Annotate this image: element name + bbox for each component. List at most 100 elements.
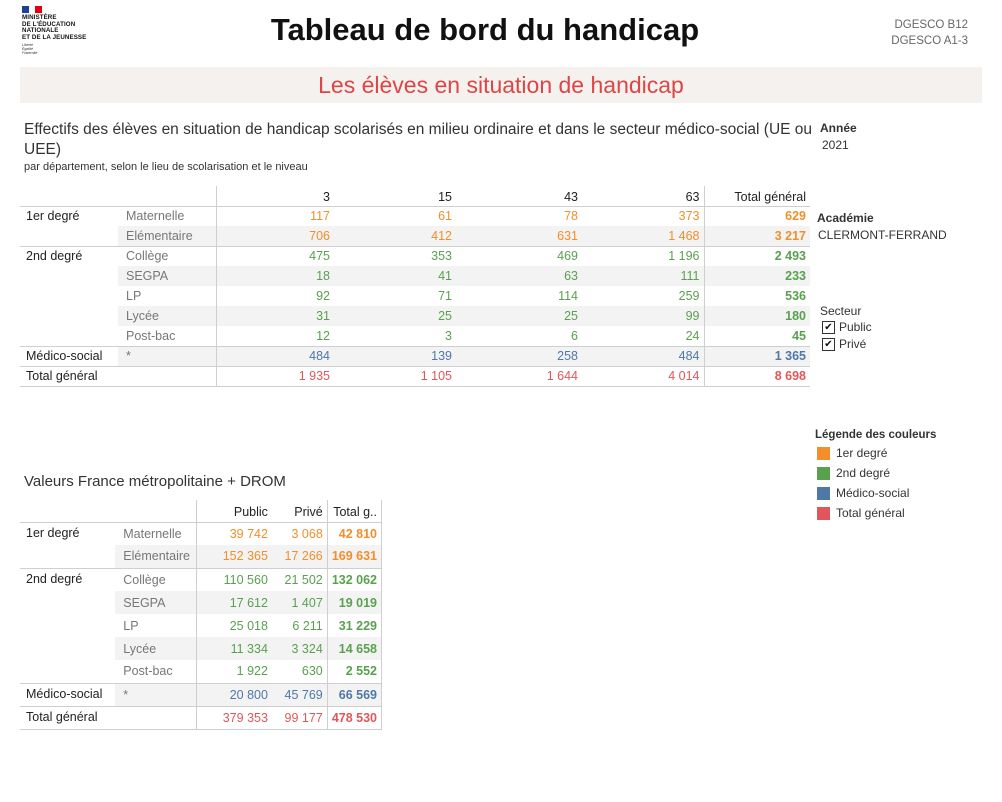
value-cell[interactable]: 117	[215, 205, 334, 226]
value-cell[interactable]: 17 266	[271, 545, 328, 568]
value-cell[interactable]: 1 407	[271, 591, 328, 614]
row-level: *	[115, 682, 197, 706]
value-cell[interactable]: 99 177	[271, 705, 328, 730]
filter-annee-value[interactable]: 2021	[822, 138, 849, 152]
value-cell[interactable]: 1 105	[334, 365, 456, 387]
value-cell[interactable]: 71	[438, 289, 452, 303]
total-cell[interactable]: 8 698	[703, 365, 810, 387]
value-cell[interactable]: 3 324	[271, 637, 328, 660]
value-cell[interactable]: 353	[334, 245, 456, 266]
value-cell[interactable]: 31	[215, 306, 334, 326]
value-cell[interactable]: 78	[456, 205, 582, 226]
column-header-dept[interactable]: 63	[582, 186, 704, 207]
legend-swatch	[817, 446, 830, 460]
value-cell[interactable]: 114	[558, 289, 578, 303]
value-cell[interactable]: 152 365	[196, 545, 272, 568]
value-cell[interactable]: 25 018	[196, 614, 272, 637]
value-cell[interactable]: 39 742	[196, 521, 272, 545]
filter-secteur-prive[interactable]: ✔ Privé	[822, 337, 866, 351]
value-cell[interactable]: 475	[215, 245, 334, 266]
column-header-prive[interactable]: Privé	[271, 500, 328, 523]
total-cell[interactable]: 14 658	[326, 637, 383, 660]
value-cell[interactable]: 45 769	[271, 682, 328, 706]
legend-label: 2nd degré	[836, 466, 891, 480]
column-header-total[interactable]: Total général	[703, 186, 810, 207]
value-cell[interactable]: 1 935	[215, 365, 334, 387]
column-header-dept[interactable]: 43	[456, 186, 582, 207]
row-category	[20, 637, 115, 660]
value-cell[interactable]: 6 211	[292, 618, 323, 633]
row-category	[20, 266, 118, 286]
legend-label: 1er degré	[836, 446, 888, 460]
value-cell[interactable]: 4 014	[582, 365, 704, 387]
value-cell[interactable]: 259	[678, 289, 700, 303]
column-header-public[interactable]: Public	[196, 500, 272, 523]
value-cell[interactable]: 61	[334, 205, 456, 226]
value-cell[interactable]: 20 800	[196, 682, 272, 706]
value-cell[interactable]: 3	[445, 328, 452, 343]
value-cell[interactable]: 12	[215, 326, 334, 346]
ministry-motto: Liberté Égalité Fraternité	[22, 43, 38, 56]
total-cell[interactable]: 536	[703, 286, 810, 306]
value-cell[interactable]: 1 644	[456, 365, 582, 387]
value-cell[interactable]: 24	[685, 328, 700, 343]
filter-secteur-public[interactable]: ✔ Public	[822, 320, 872, 334]
total-cell[interactable]: 132 062	[326, 567, 383, 591]
total-cell[interactable]: 3 217	[703, 226, 810, 246]
value-cell[interactable]: 25	[334, 306, 456, 326]
value-cell[interactable]: 469	[456, 245, 582, 266]
total-cell[interactable]: 2 493	[703, 245, 810, 266]
total-cell[interactable]: 169 631	[326, 545, 383, 568]
value-cell[interactable]: 17 612	[196, 591, 272, 614]
value-cell[interactable]: 3 068	[271, 521, 328, 545]
value-cell[interactable]: 379 353	[196, 705, 272, 730]
filter-option-label: Privé	[839, 337, 867, 351]
total-cell[interactable]: 233	[703, 266, 810, 286]
checkbox-checked-icon[interactable]: ✔	[822, 337, 835, 351]
value-cell[interactable]: 484	[215, 345, 334, 366]
filter-academie-value[interactable]: CLERMONT-FERRAND	[818, 228, 947, 242]
value-cell[interactable]: 1 196	[582, 245, 704, 266]
table-row: Post-bac 12 3 6 24 45	[20, 326, 810, 346]
value-cell[interactable]: 6	[571, 328, 578, 343]
row-level: LP	[123, 618, 139, 633]
section2-title: Valeurs France métropolitaine + DROM	[24, 473, 286, 490]
value-cell[interactable]: 630	[301, 664, 323, 679]
total-cell[interactable]: 2 552	[326, 660, 383, 683]
total-cell[interactable]: 478 530	[326, 705, 383, 730]
value-cell[interactable]: 484	[582, 345, 704, 366]
total-cell[interactable]: 629	[703, 205, 810, 226]
value-cell[interactable]: 63	[456, 266, 582, 286]
total-cell[interactable]: 180	[703, 306, 810, 326]
total-cell[interactable]: 66 569	[326, 682, 383, 706]
value-cell[interactable]: 258	[456, 345, 582, 366]
value-cell[interactable]: 1 468	[582, 226, 704, 246]
value-cell[interactable]: 21 502	[271, 567, 328, 591]
value-cell[interactable]: 92	[215, 286, 334, 306]
total-cell[interactable]: 42 810	[326, 521, 383, 545]
row-category: 2nd degré	[20, 245, 118, 266]
value-cell[interactable]: 25	[456, 306, 582, 326]
total-cell[interactable]: 1 365	[703, 345, 810, 366]
value-cell[interactable]: 412	[334, 226, 456, 246]
value-cell[interactable]: 706	[215, 226, 334, 246]
value-cell[interactable]: 110 560	[196, 567, 272, 591]
value-cell[interactable]: 631	[456, 226, 582, 246]
value-cell[interactable]: 18	[215, 266, 334, 286]
value-cell[interactable]: 139	[334, 345, 456, 366]
value-cell[interactable]: 111	[582, 266, 704, 286]
column-header-dept[interactable]: 15	[334, 186, 456, 207]
value-cell[interactable]: 41	[334, 266, 456, 286]
legend-label: Médico-social	[836, 486, 910, 500]
value-cell[interactable]: 99	[582, 306, 704, 326]
column-header-dept[interactable]: 3	[215, 186, 334, 207]
header-empty	[115, 500, 197, 523]
value-cell[interactable]: 11 334	[196, 637, 272, 660]
column-header-total[interactable]: Total g..	[326, 500, 383, 523]
total-cell[interactable]: 45	[703, 326, 810, 346]
value-cell[interactable]: 1 922	[196, 660, 272, 683]
total-cell[interactable]: 19 019	[326, 591, 383, 614]
value-cell[interactable]: 373	[582, 205, 704, 226]
checkbox-checked-icon[interactable]: ✔	[822, 320, 835, 334]
total-cell[interactable]: 31 229	[326, 614, 383, 637]
